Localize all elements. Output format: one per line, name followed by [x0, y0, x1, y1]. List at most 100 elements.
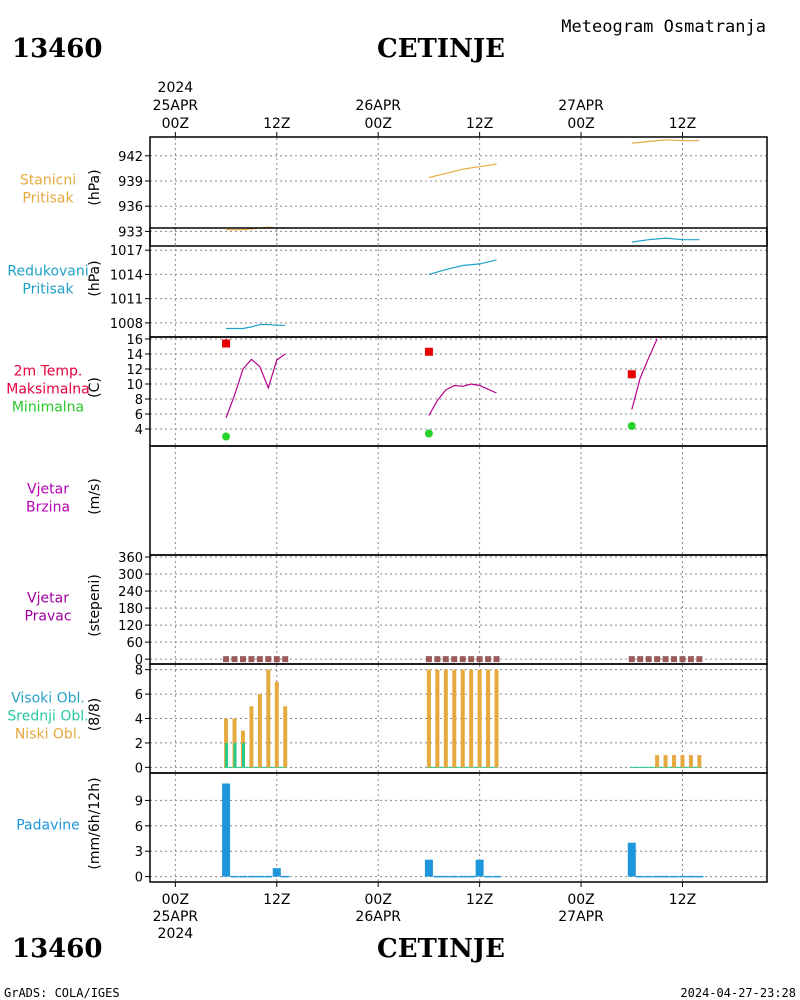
cloud-low-bar — [443, 669, 448, 768]
station-id-top: 13460 — [12, 34, 102, 64]
y-tick-label: 60 — [126, 636, 143, 651]
panel-label: Minimalna — [12, 400, 84, 416]
panel-frame — [149, 445, 768, 556]
t-max-marker — [627, 370, 636, 379]
y-tick-label: 120 — [118, 619, 143, 634]
cloud-low-bar — [452, 669, 457, 768]
wind-direction-point — [687, 656, 694, 663]
panel-unit: (stepeni) — [87, 574, 103, 637]
panel-frame — [149, 227, 768, 338]
y-tick-label: 1011 — [110, 293, 143, 308]
y-tick-label: 1008 — [110, 317, 143, 332]
bottom-year-label: 2024 — [158, 926, 194, 942]
panel-station_pressure: Stanicni Pritisak (hPa) 933 936 939 942 — [20, 136, 768, 247]
top-date-label: 27APR — [558, 98, 604, 114]
wind-direction-point — [671, 656, 678, 663]
wind-direction-point — [662, 656, 669, 663]
cloud-low-bar — [477, 669, 482, 768]
y-tick-label: 12 — [126, 363, 143, 378]
panel-clouds: Visoki Obl. Srednji Obl. Niski Obl. (8/8) 0 2… — [7, 663, 768, 776]
footer-credit: GrADS: COLA/IGES — [4, 986, 120, 1000]
footer-timestamp: 2024-04-27-23:28 — [680, 986, 796, 1000]
panel-frame — [149, 336, 768, 447]
y-tick-label: 2 — [135, 737, 143, 752]
precip-bar — [475, 859, 484, 877]
bottom-hour-label: 00Z — [162, 892, 189, 908]
cloud-low-bar — [697, 755, 702, 768]
bottom-hour-label: 12Z — [466, 892, 493, 908]
precip-bar — [424, 859, 433, 877]
panel-wind_speed: Vjetar Brzina (m/s) — [26, 445, 768, 556]
series-line — [631, 139, 700, 144]
cloud-mid-bar — [225, 742, 229, 768]
wind-direction-point — [282, 656, 289, 663]
panel-unit: (m/s) — [87, 478, 103, 515]
t-min-marker — [424, 429, 433, 438]
wind-direction-point — [637, 656, 644, 663]
bottom-hour-label: 00Z — [567, 892, 594, 908]
y-tick-label: 933 — [118, 225, 143, 240]
panel-label: Visoki Obl. — [11, 691, 85, 707]
wind-direction-point — [645, 656, 652, 663]
cloud-low-bar — [266, 669, 271, 768]
cloud-low-bar — [486, 669, 491, 768]
wind-direction-point — [425, 656, 432, 663]
y-tick-label: 936 — [118, 200, 143, 215]
y-tick-label: 360 — [118, 551, 143, 566]
wind-direction-point — [485, 656, 492, 663]
y-tick-label: 9 — [135, 794, 143, 809]
top-hour-label: 12Z — [669, 116, 696, 132]
cloud-low-bar — [435, 669, 440, 768]
y-tick-label: 16 — [126, 333, 143, 348]
panel-label: Vjetar — [27, 482, 69, 498]
t-max-marker — [222, 339, 231, 348]
y-tick-label: 3 — [135, 845, 143, 860]
bottom-date-label: 27APR — [558, 909, 604, 925]
bottom-hour-label: 00Z — [365, 892, 392, 908]
cloud-low-bar — [460, 669, 465, 768]
y-tick-label: 14 — [126, 348, 143, 363]
t-max-marker — [424, 347, 433, 356]
cloud-low-bar — [274, 681, 279, 768]
cloud-low-bar — [680, 755, 685, 768]
panel-temperature: 2m Temp. Maksimalna Minimalna(C) 4681012141… — [6, 333, 768, 447]
wind-direction-point — [679, 656, 686, 663]
series-line — [226, 323, 286, 330]
panel-unit: (hPa) — [87, 260, 103, 296]
series-line — [428, 163, 497, 179]
cloud-low-bar — [672, 755, 677, 768]
wind-direction-point — [476, 656, 483, 663]
wind-direction-point — [223, 656, 230, 663]
series-line — [428, 259, 497, 275]
top-hour-label: 12Z — [263, 116, 290, 132]
bottom-date-label: 26APR — [355, 909, 401, 925]
station-name-top: CETINJE — [377, 34, 505, 64]
cloud-mid-bar — [233, 742, 237, 768]
panel-label: Niski Obl. — [15, 727, 81, 743]
cloud-low-bar — [494, 669, 499, 768]
t-min-marker — [627, 422, 636, 430]
bottom-hour-label: 12Z — [669, 892, 696, 908]
panel-label: Stanicni — [20, 173, 76, 189]
wind-direction-point — [256, 656, 263, 663]
panel-unit: (mm/6h/12h) — [87, 777, 103, 869]
y-tick-label: 1017 — [110, 244, 143, 259]
y-tick-label: 4 — [135, 713, 143, 728]
time-axis: 202425APR00Z00Z25APR12Z12Z26APR00Z00Z26A… — [153, 80, 697, 942]
wind-direction-point — [231, 656, 238, 663]
y-tick-label: 10 — [126, 378, 143, 393]
y-tick-label: 8 — [135, 393, 143, 408]
cloud-low-bar — [688, 755, 693, 768]
y-tick-label: 0 — [135, 871, 143, 886]
station-id-bottom: 13460 — [12, 934, 102, 964]
series-line — [225, 353, 286, 419]
wind-direction-point — [451, 656, 458, 663]
y-tick-label: 1014 — [110, 268, 143, 283]
panel-label: Srednji Obl. — [7, 709, 88, 725]
wind-direction-point — [239, 656, 246, 663]
wind-direction-point — [434, 656, 441, 663]
t-min-marker — [222, 432, 231, 441]
panel-precip: Padavine (mm/6h/12h) 0 3 6 9 — [16, 772, 768, 886]
y-tick-label: 240 — [118, 585, 143, 600]
